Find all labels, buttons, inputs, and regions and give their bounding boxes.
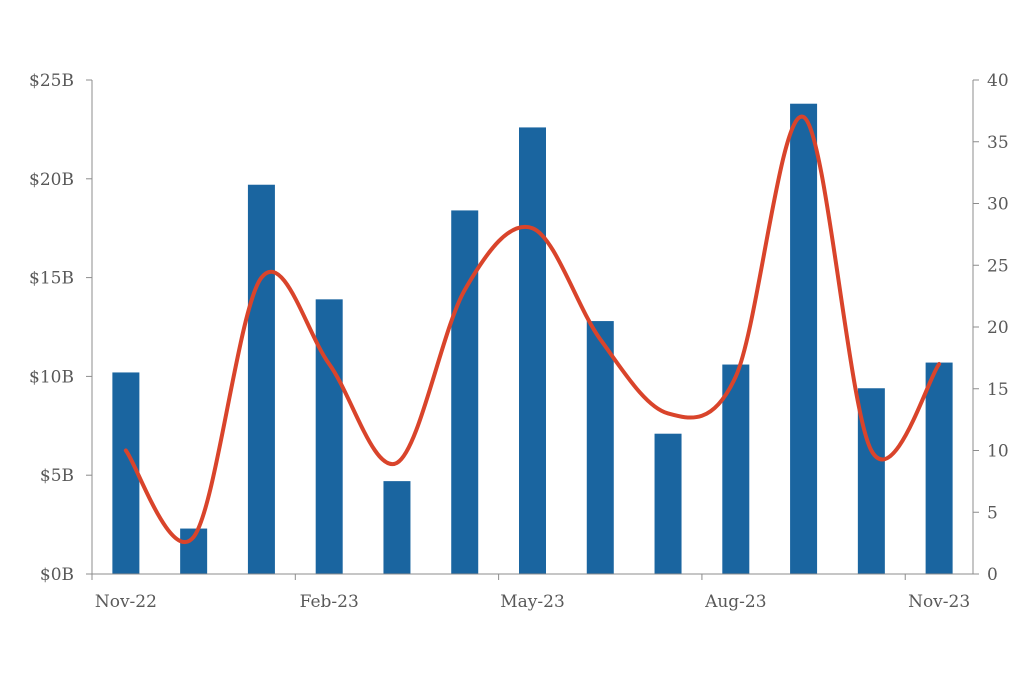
bar-10: [790, 103, 818, 575]
right-tick-label-0: 0: [987, 565, 998, 585]
right-tick-label-2: 10: [987, 442, 1009, 462]
left-tick-label-0: $0B: [40, 565, 74, 585]
bar-0: [112, 372, 140, 574]
x-tick-label-0: Nov-22: [95, 592, 157, 612]
bar-2: [247, 184, 275, 575]
bar-6: [519, 127, 546, 575]
bar-4: [383, 481, 411, 574]
right-axis-ticks: 0 5 10 15 20 25 30 35 40: [973, 71, 1009, 585]
bar-9: [722, 364, 750, 574]
x-tick-label-4: Nov-23: [908, 592, 970, 612]
x-tick-label-1: Feb-23: [300, 592, 359, 612]
right-tick-label-5: 25: [987, 256, 1009, 276]
right-tick-label-7: 35: [987, 133, 1009, 153]
right-tick-label-1: 5: [987, 503, 998, 523]
left-tick-label-2: $10B: [29, 367, 74, 387]
right-tick-label-4: 20: [987, 318, 1009, 338]
right-tick-label-8: 40: [987, 71, 1009, 91]
left-axis-ticks: $0B $5B $10B $15B $20B $25B: [29, 71, 92, 585]
left-tick-label-4: $20B: [29, 170, 74, 190]
left-tick-label-1: $5B: [40, 466, 74, 486]
bar-7: [586, 321, 614, 574]
bar-3: [315, 299, 343, 574]
x-tick-label-2: May-23: [500, 592, 565, 612]
bar-series: [112, 103, 953, 575]
line-series: [123, 115, 942, 544]
line-path: [123, 115, 942, 544]
bar-5: [451, 210, 479, 575]
right-tick-label-6: 30: [987, 195, 1009, 215]
bar-8: [654, 433, 682, 574]
x-tick-label-3: Aug-23: [704, 592, 766, 612]
left-tick-label-5: $25B: [29, 71, 74, 91]
bar-12: [925, 362, 953, 574]
left-tick-label-3: $15B: [29, 269, 74, 289]
x-axis-ticks: Nov-22 Feb-23 May-23 Aug-23 Nov-23: [91, 574, 970, 612]
right-tick-label-3: 15: [987, 380, 1009, 400]
